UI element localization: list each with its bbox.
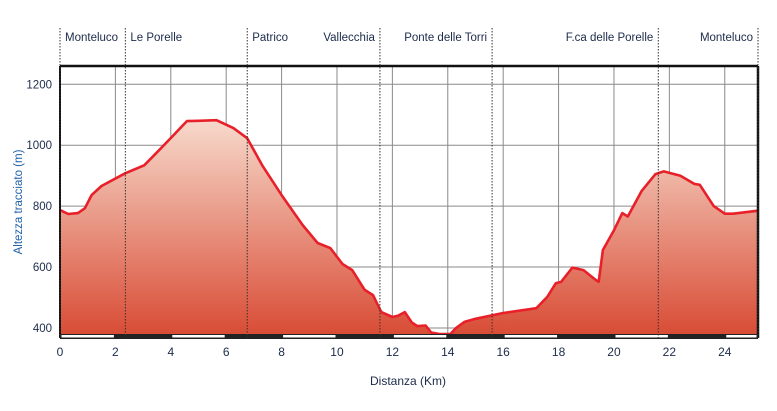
x-axis-label: Distanza (Km) [370,374,446,388]
y-tick-label: 800 [33,201,52,213]
y-tick-label: 1200 [26,79,52,91]
x-tick-label: 4 [167,345,174,359]
y-tick-label: 1000 [26,140,52,152]
x-tick-label: 6 [223,345,230,359]
waypoint-label: F.ca delle Porelle [566,32,654,44]
scale-bar-segment [227,335,281,338]
y-tick-label: 400 [33,323,52,335]
y-axis-label: Altezza tracciato (m) [13,149,25,254]
distance-scale-bar [60,334,758,339]
elevation-area [60,120,758,338]
x-tick-label: 16 [496,345,510,359]
elevation-line [59,118,759,336]
scale-bar-segment [61,335,114,338]
x-tick-labels: 0 2 4 6 8 10 12 14 16 18 20 22 24 [57,345,732,359]
x-tick-label: 12 [386,345,400,359]
scale-bar-segment [615,335,668,338]
scale-bar-segment [393,335,447,338]
scale-bar-segment [116,335,170,338]
x-tick-label: 2 [112,345,119,359]
x-tick-label: 0 [57,345,64,359]
scale-bar-segment [726,335,757,338]
waypoint-label: Le Porelle [130,32,182,44]
y-tick-labels: 400 600 800 1000 1200 [26,79,52,335]
x-tick-label: 10 [330,345,344,359]
x-tick-label: 8 [278,345,285,359]
x-tick-label: 20 [607,345,621,359]
scale-bar-segment [670,335,724,338]
waypoint-label: Monteluco [65,32,118,44]
x-tick-label: 18 [552,345,566,359]
waypoint-label: Patrico [252,32,288,44]
scale-bar-segment [449,335,502,338]
y-tick-label: 600 [33,262,52,274]
waypoint-label: Ponte delle Torri [404,32,487,44]
x-tick-label: 24 [718,345,732,359]
waypoints: Monteluco Le Porelle Patrico Vallecchia Pont… [59,28,759,338]
waypoint-label: Monteluco [700,32,753,44]
waypoint-label: Vallecchia [323,32,375,44]
scale-bar-segment [338,335,391,338]
scale-bar-segment [172,335,225,338]
x-tick-label: 22 [663,345,677,359]
scale-bar-segment [504,335,558,338]
scale-bar-segment [283,335,336,338]
scale-bar-segment [560,335,613,338]
x-tick-label: 14 [441,345,455,359]
